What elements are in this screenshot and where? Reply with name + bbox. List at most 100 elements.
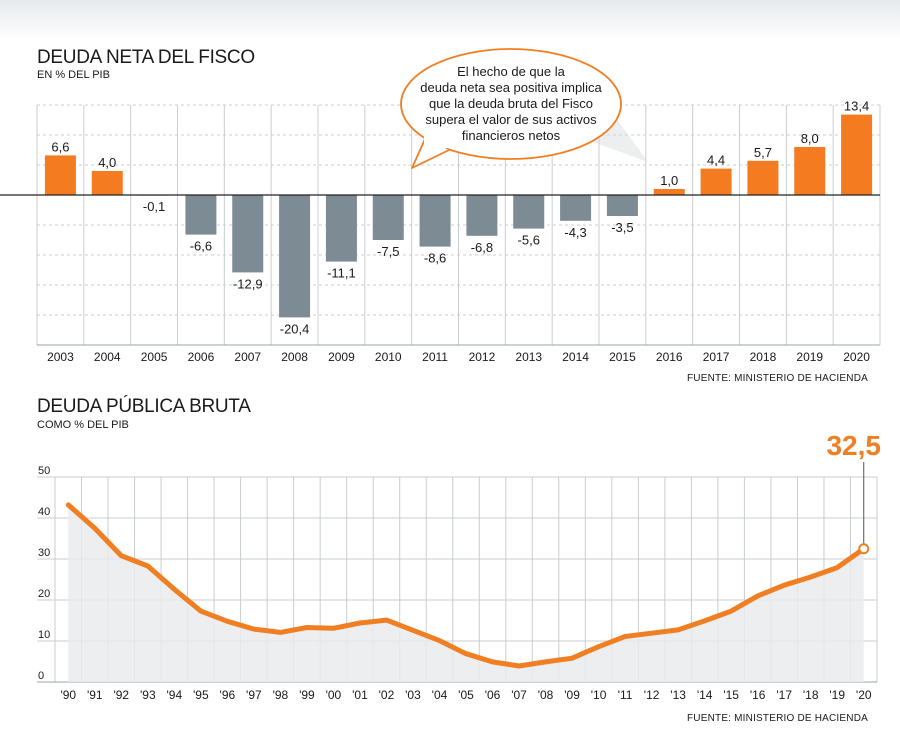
x-tick-label: 2017 xyxy=(703,350,730,364)
chart2-highlight-label: 32,5 xyxy=(826,430,881,461)
chart1-grid xyxy=(36,104,881,346)
bar-value-label: 4,4 xyxy=(707,153,725,168)
x-tick-label: 2009 xyxy=(328,350,355,364)
bar-2018 xyxy=(747,160,779,195)
x-tick-label: '03 xyxy=(405,688,421,702)
x-tick-label: '09 xyxy=(564,688,580,702)
bar-value-label: 13,4 xyxy=(844,99,869,114)
x-tick-label: '19 xyxy=(829,688,845,702)
x-tick-label: 2010 xyxy=(375,350,402,364)
chart1-title: DEUDA NETA DEL FISCO xyxy=(37,47,255,68)
y-tick-label: 0 xyxy=(38,670,44,682)
chart2-y-tick-labels: 0 10 20 30 40 50 xyxy=(38,465,50,682)
bar-value-label: -4,3 xyxy=(564,225,586,240)
x-tick-label: '01 xyxy=(352,688,368,702)
x-tick-label: '97 xyxy=(246,688,262,702)
x-tick-label: 2004 xyxy=(94,350,121,364)
bar-value-label: -5,6 xyxy=(518,233,540,248)
bar-value-label: -0,1 xyxy=(143,199,165,214)
bar-2006 xyxy=(185,195,217,235)
x-tick-label: '04 xyxy=(432,688,448,702)
y-tick-label: 40 xyxy=(38,506,50,518)
x-tick-label: 2014 xyxy=(562,350,589,364)
bar-2003 xyxy=(44,155,76,195)
x-tick-label: '16 xyxy=(750,688,766,702)
x-tick-label: '93 xyxy=(140,688,156,702)
x-tick-label: 2003 xyxy=(47,350,74,364)
bar-value-label: 4,0 xyxy=(98,155,116,170)
x-tick-label: 2012 xyxy=(469,350,496,364)
x-tick-label: '92 xyxy=(113,688,129,702)
bar-value-label: -12,9 xyxy=(233,276,263,291)
bar-2016 xyxy=(653,189,685,195)
bar-value-label: -8,6 xyxy=(424,251,446,266)
bar-2009 xyxy=(325,195,357,262)
bar-value-label: -11,1 xyxy=(327,266,356,281)
chart1-x-tick-labels: 2003 2004 2005 2006 2007 2008 2009 2010 2011 2012… xyxy=(47,350,870,364)
chart2-area-fill xyxy=(68,504,864,682)
bar-2008 xyxy=(279,195,311,318)
bar-2017 xyxy=(700,168,732,195)
x-tick-label: '05 xyxy=(458,688,474,702)
chart1-value-labels: 6,6 4,0 -0,1 -6,6 -12,9 -20,4 -11,1 -7,5 -8,6 -6,… xyxy=(51,99,869,337)
x-tick-label: 2006 xyxy=(188,350,215,364)
bar-value-label: 6,6 xyxy=(51,139,69,154)
x-tick-label: '98 xyxy=(273,688,289,702)
y-tick-label: 50 xyxy=(38,465,50,477)
bar-value-label: -7,5 xyxy=(377,244,399,259)
bar-value-label: -3,5 xyxy=(611,220,633,235)
bar-value-label: -20,4 xyxy=(280,321,310,336)
bar-2011 xyxy=(419,195,451,247)
callout-text-line: que la deuda bruta del Fisco xyxy=(429,96,593,111)
chart2-series-line xyxy=(65,502,867,669)
x-tick-label: '18 xyxy=(803,688,819,702)
bar-2013 xyxy=(513,195,545,229)
x-tick-label: '99 xyxy=(299,688,315,702)
x-tick-label: '96 xyxy=(220,688,236,702)
x-tick-label: 2008 xyxy=(281,350,308,364)
chart1-bars xyxy=(0,114,880,318)
bar-value-label: -6,8 xyxy=(471,240,493,255)
x-tick-label: '00 xyxy=(326,688,342,702)
x-tick-label: 2005 xyxy=(141,350,168,364)
x-tick-label: 2018 xyxy=(750,350,777,364)
chart2-source: FUENTE: MINISTERIO DE HACIENDA xyxy=(687,713,868,724)
chart2-last-point-marker xyxy=(858,543,870,555)
x-tick-label: '07 xyxy=(511,688,527,702)
bar-value-label: 1,0 xyxy=(660,173,678,188)
callout-text-line: supera el valor de sus activos xyxy=(425,112,597,127)
y-tick-label: 10 xyxy=(38,629,50,641)
bar-2020 xyxy=(841,114,873,195)
bar-2010 xyxy=(372,195,404,240)
x-tick-label: 2020 xyxy=(843,350,870,364)
bar-2019 xyxy=(794,147,826,195)
x-tick-label: '20 xyxy=(856,688,872,702)
x-tick-label: '08 xyxy=(538,688,554,702)
x-tick-label: '90 xyxy=(60,688,76,702)
x-tick-label: '95 xyxy=(193,688,209,702)
bar-2014 xyxy=(560,195,592,221)
x-tick-label: '91 xyxy=(87,688,103,702)
chart2-title: DEUDA PÚBLICA BRUTA xyxy=(37,395,251,417)
x-tick-label: 2015 xyxy=(609,350,636,364)
x-tick-label: '14 xyxy=(697,688,713,702)
x-tick-label: 2016 xyxy=(656,350,683,364)
x-tick-label: '02 xyxy=(379,688,395,702)
chart1-subtitle: EN % DEL PIB xyxy=(37,69,110,81)
bar-value-label: 5,7 xyxy=(754,145,772,160)
x-tick-label: 2013 xyxy=(515,350,542,364)
x-tick-label: '15 xyxy=(723,688,739,702)
x-tick-label: '11 xyxy=(618,688,633,702)
y-tick-label: 20 xyxy=(38,588,50,600)
chart2-x-tick-labels: '90 '91 '92 '93 '94 '95 '96 '97 '98 '99 '00 '01 '02 '… xyxy=(60,688,871,702)
chart2-subtitle: COMO % DEL PIB xyxy=(37,419,129,431)
top-gradient-band xyxy=(0,0,900,40)
x-tick-label: '13 xyxy=(670,688,686,702)
x-tick-label: '94 xyxy=(167,688,183,702)
x-tick-label: 2007 xyxy=(234,350,261,364)
bar-2007 xyxy=(232,195,264,273)
x-tick-label: 2011 xyxy=(422,350,448,364)
callout-text-line: financieros netos xyxy=(462,128,561,143)
x-tick-label: 2019 xyxy=(796,350,823,364)
